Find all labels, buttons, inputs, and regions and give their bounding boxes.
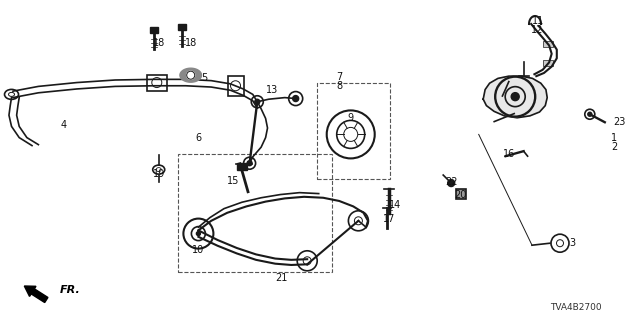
Text: 21: 21 (275, 273, 288, 284)
Text: 19: 19 (152, 169, 165, 180)
Text: 10: 10 (192, 244, 205, 255)
Bar (543, 60, 553, 66)
Text: 20: 20 (454, 190, 467, 200)
Text: 23: 23 (613, 116, 626, 127)
Bar (317, 83, 390, 179)
Circle shape (247, 161, 252, 166)
Text: 12: 12 (531, 25, 544, 36)
Circle shape (511, 92, 519, 100)
Text: 13: 13 (266, 84, 278, 95)
Polygon shape (483, 76, 547, 118)
Text: 15: 15 (227, 176, 240, 186)
Text: 17: 17 (383, 214, 396, 224)
Bar (237, 163, 247, 170)
Text: 1: 1 (611, 132, 618, 143)
Text: 18: 18 (184, 38, 197, 48)
Text: TVA4B2700: TVA4B2700 (550, 303, 602, 312)
Circle shape (187, 71, 195, 79)
Text: 3: 3 (570, 238, 576, 248)
Bar (178, 154, 332, 272)
Circle shape (255, 99, 260, 104)
Bar (179, 24, 186, 30)
Text: 5: 5 (202, 73, 208, 84)
Text: 9: 9 (348, 113, 354, 124)
Text: 22: 22 (445, 177, 458, 188)
Bar (543, 41, 553, 47)
Polygon shape (180, 68, 202, 82)
Text: 16: 16 (502, 148, 515, 159)
Circle shape (495, 76, 535, 117)
Circle shape (292, 96, 299, 101)
Text: 2: 2 (611, 142, 618, 152)
FancyArrow shape (24, 286, 48, 302)
Circle shape (448, 180, 454, 187)
Bar (456, 189, 466, 199)
Text: 18: 18 (152, 38, 165, 48)
Circle shape (196, 232, 200, 236)
Text: 14: 14 (389, 200, 402, 210)
Circle shape (588, 112, 592, 116)
Text: 7: 7 (336, 72, 342, 82)
Text: 8: 8 (336, 81, 342, 92)
Text: 6: 6 (195, 132, 202, 143)
Text: 4: 4 (61, 120, 67, 130)
Text: 11: 11 (531, 16, 544, 26)
Text: FR.: FR. (60, 285, 80, 295)
Bar (150, 27, 157, 33)
